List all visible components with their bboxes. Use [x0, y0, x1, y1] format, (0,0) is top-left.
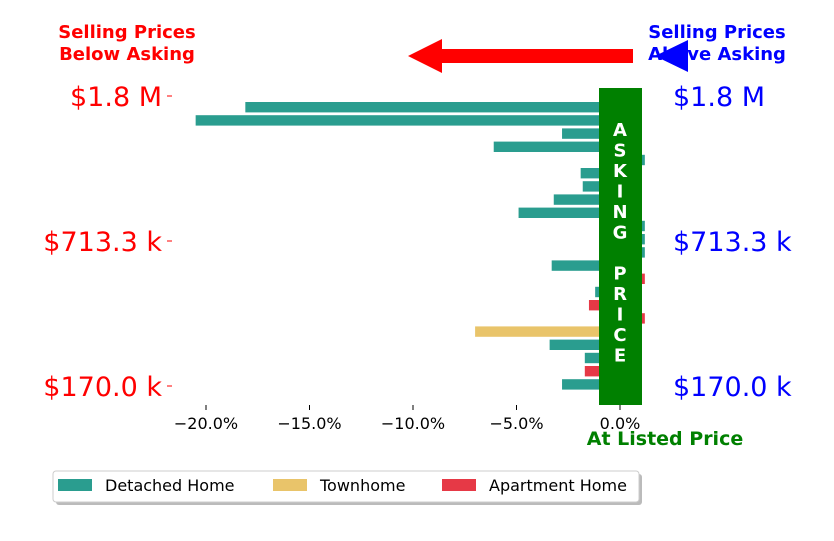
legend-label: Townhome	[319, 476, 405, 495]
bar	[245, 102, 620, 113]
header-below-asking-line1: Selling Prices	[58, 22, 195, 43]
price-label-right: $713.3 k	[673, 227, 792, 258]
asking-price-letter: A	[613, 120, 627, 141]
asking-price-letter: G	[613, 223, 628, 244]
bar	[551, 260, 620, 271]
bar	[475, 326, 620, 337]
arrow-left-icon	[408, 39, 633, 73]
asking-price-letter: I	[617, 182, 624, 203]
x-tick-label: −10.0%	[381, 414, 445, 433]
asking-price-letter: K	[613, 161, 628, 182]
price-label-left: $713.3 k	[43, 227, 162, 258]
asking-price-letter: P	[613, 264, 626, 285]
bar	[518, 207, 620, 218]
price-labels-right: $1.8 M $713.3 k $170.0 k	[673, 82, 792, 403]
x-axis: −20.0% −15.0% −10.0% −5.0% 0.0%	[174, 405, 640, 433]
x-tick-label: −5.0%	[489, 414, 543, 433]
price-label-right: $1.8 M	[673, 82, 765, 113]
bar	[553, 194, 620, 205]
legend-label: Apartment Home	[489, 476, 627, 495]
asking-price-letter: C	[613, 325, 626, 346]
header-above-asking-line1: Selling Prices	[648, 22, 785, 43]
legend-swatch	[273, 479, 307, 491]
legend-swatch	[442, 479, 476, 491]
legend-label: Detached Home	[105, 476, 235, 495]
legend: Detached Home Townhome Apartment Home	[52, 470, 642, 505]
x-tick-label: −15.0%	[277, 414, 341, 433]
asking-price-box	[599, 88, 642, 405]
price-label-right: $170.0 k	[673, 372, 792, 403]
legend-swatch	[58, 479, 92, 491]
at-listed-price-label: At Listed Price	[587, 428, 743, 450]
asking-price-letter: S	[614, 141, 627, 162]
bar	[493, 141, 620, 152]
price-label-left: $1.8 M	[70, 82, 162, 113]
price-labels-left: $1.8 M $713.3 k $170.0 k	[43, 82, 172, 403]
bars-group	[195, 102, 645, 390]
bar	[549, 339, 620, 350]
asking-price-letter: R	[613, 284, 627, 305]
x-tick-label: 0.0%	[600, 414, 641, 433]
bar	[562, 379, 620, 390]
bar	[195, 115, 620, 126]
price-label-left: $170.0 k	[43, 372, 162, 403]
arrow-right-icon	[655, 40, 688, 72]
header-below-asking-line2: Below Asking	[59, 44, 195, 65]
bar	[562, 128, 620, 139]
asking-price-letter: N	[612, 202, 627, 223]
x-tick-label: −20.0%	[174, 414, 238, 433]
asking-price-letter: E	[614, 346, 626, 367]
asking-price-letter: I	[617, 305, 624, 326]
